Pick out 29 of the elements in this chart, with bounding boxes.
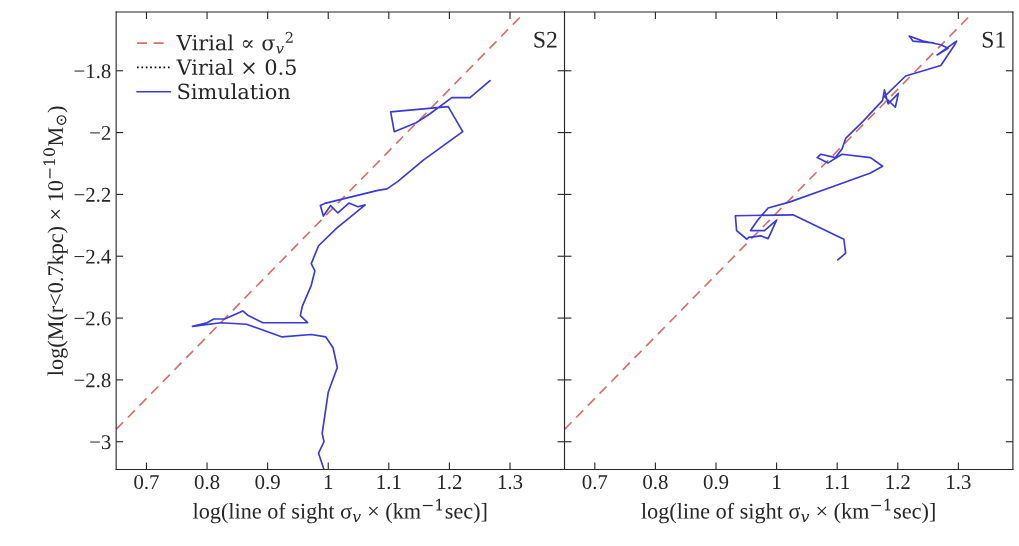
x-tick-label: 1.3 — [498, 475, 523, 490]
x-tick-label: 1.3 — [947, 475, 971, 490]
x-tick-label: 1.1 — [825, 475, 849, 490]
x-tick-label: 1 — [773, 475, 781, 489]
y-axis-title: log(M(r<0.7kpc) × 10$^{−10}$M$_{⊙}$) — [43, 106, 68, 376]
y-tick-label: −2.6 — [74, 311, 111, 326]
x-tick-label: 0.9 — [703, 475, 729, 490]
x-tick-label: 0.7 — [134, 475, 159, 490]
legend-label: Virial ∝ σ$_{v}$$^{2}$ — [176, 31, 293, 54]
x-tick-label: 1.1 — [377, 475, 401, 490]
legend-label: Simulation — [178, 83, 291, 100]
y-tick-label: −2.8 — [74, 373, 111, 388]
annotation: S1 — [982, 31, 1005, 48]
y-tick-label: −2.4 — [74, 249, 111, 264]
x-tick-label: 0.8 — [194, 475, 220, 490]
y-tick-label: −3 — [90, 435, 111, 450]
annotation: S2 — [534, 31, 557, 48]
x-tick-label: 1.2 — [886, 475, 910, 490]
y-tick-label: −1.8 — [74, 64, 111, 79]
x-tick-label: 0.7 — [582, 475, 608, 490]
x-tick-label: 0.8 — [643, 475, 668, 490]
x-tick-label: 1 — [324, 475, 333, 489]
x-axis-title: log(line of sight σ$_{v}$ × (km$^{−1}$sec)] — [641, 498, 935, 524]
y-tick-label: −2.2 — [74, 187, 111, 202]
y-tick-label: −2 — [90, 126, 111, 140]
x-tick-label: 0.9 — [255, 475, 280, 490]
x-axis-title: log(line of sight σ$_{v}$ × (km$^{−1}$sec)] — [193, 498, 487, 524]
x-tick-label: 1.2 — [438, 475, 462, 490]
legend-label: Virial × 0.5 — [176, 58, 296, 76]
